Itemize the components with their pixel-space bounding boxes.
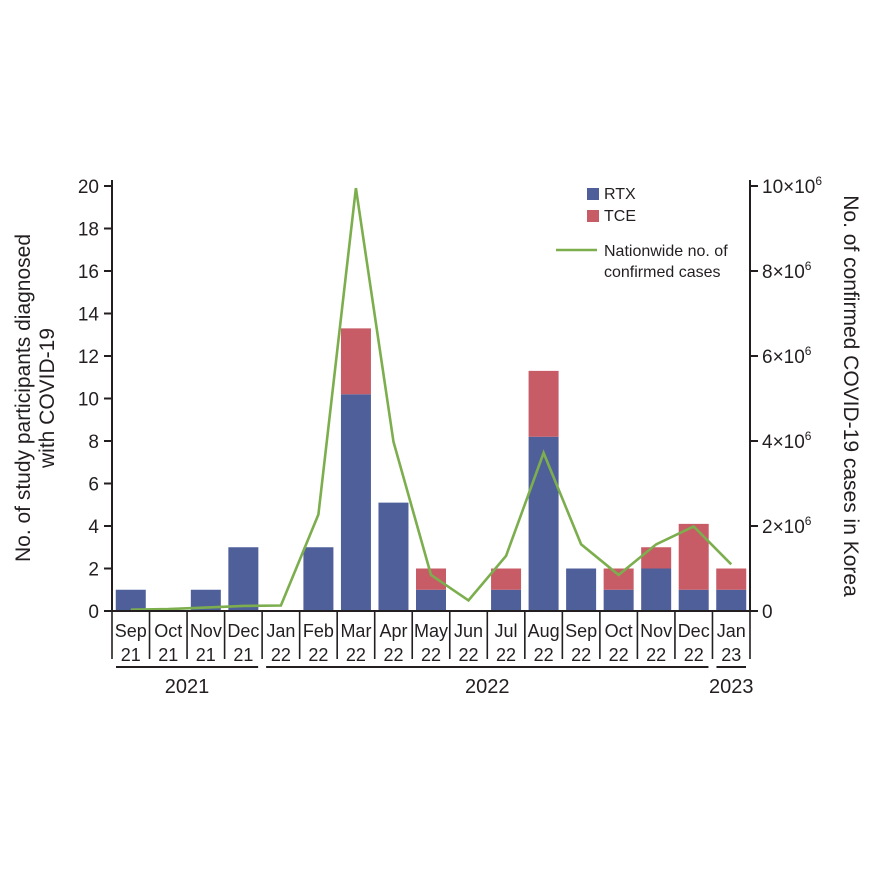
bar-tce-16: [716, 568, 747, 590]
month-label-15: Dec: [678, 621, 710, 641]
bar-rtx-6: [340, 394, 371, 611]
year-short-label-2: 21: [196, 645, 216, 665]
month-label-7: Apr: [379, 621, 407, 641]
bar-rtx-0: [115, 589, 146, 611]
bar-tce-14: [641, 547, 672, 569]
bar-tce-6: [340, 328, 371, 395]
bar-rtx-2: [190, 589, 221, 611]
year-short-label-3: 21: [233, 645, 253, 665]
year-label-2022: 2022: [465, 676, 510, 698]
year-short-label-16: 23: [721, 645, 741, 665]
left-tick-label-10: 10: [78, 390, 99, 411]
right-axis-title: No. of confirmed COVID-19 cases in Korea: [839, 195, 862, 597]
plot-area: 0 2 4 6 8 10 12 14 16 18 20 0 2×106 4×106 6×106 8×106 10…: [12, 174, 862, 698]
bar-rtx-3: [228, 547, 259, 611]
left-tick-label-20: 20: [78, 177, 99, 198]
year-short-label-1: 21: [158, 645, 178, 665]
right-tick-label-3: 6×106: [762, 344, 812, 368]
bar-rtx-11: [528, 436, 559, 611]
right-tick-label-1: 2×106: [762, 514, 812, 538]
month-label-3: Dec: [227, 621, 259, 641]
year-short-label-14: 22: [646, 645, 666, 665]
year-short-label-5: 22: [308, 645, 328, 665]
year-short-label-11: 22: [534, 645, 554, 665]
bar-tce-10: [491, 568, 522, 590]
bar-rtx-14: [641, 568, 672, 611]
left-tick-label-12: 12: [78, 347, 99, 368]
bar-rtx-12: [566, 568, 597, 611]
month-label-11: Aug: [528, 621, 560, 641]
left-tick-label-0: 0: [88, 602, 99, 623]
year-short-label-6: 22: [346, 645, 366, 665]
year-short-label-9: 22: [459, 645, 479, 665]
month-label-5: Feb: [303, 621, 334, 641]
legend-label-rtx: RTX: [604, 186, 636, 203]
bar-rtx-13: [603, 589, 634, 611]
right-tick-label-0: 0: [762, 602, 773, 623]
legend-label-line-0: Nationwide no. of: [604, 243, 728, 260]
bar-rtx-8: [416, 589, 446, 611]
bar-rtx-16: [716, 589, 747, 611]
year-short-label-10: 22: [496, 645, 516, 665]
right-tick-label-5: 10×106: [762, 174, 822, 198]
year-short-label-7: 22: [383, 645, 403, 665]
bar-tce-8: [416, 568, 446, 590]
bar-rtx-7: [378, 502, 409, 611]
legend-swatch-tce: [587, 210, 599, 222]
year-label-2023: 2023: [709, 676, 754, 698]
bar-tce-15: [678, 523, 709, 590]
month-label-2: Nov: [190, 621, 222, 641]
left-tick-label-2: 2: [88, 560, 99, 581]
month-label-16: Jan: [717, 621, 746, 641]
right-tick-label-4: 8×106: [762, 259, 812, 283]
year-short-label-12: 22: [571, 645, 591, 665]
left-tick-label-18: 18: [78, 220, 99, 241]
legend-label-tce: TCE: [604, 208, 636, 225]
legend-swatch-rtx: [587, 188, 599, 200]
year-short-label-0: 21: [121, 645, 141, 665]
year-short-label-15: 22: [684, 645, 704, 665]
left-tick-label-14: 14: [78, 305, 100, 326]
year-label-2021: 2021: [165, 676, 210, 698]
month-label-1: Oct: [154, 621, 182, 641]
month-label-13: Oct: [605, 621, 633, 641]
legend-label-line-1: confirmed cases: [604, 264, 721, 281]
left-tick-label-4: 4: [88, 517, 99, 538]
bar-rtx-10: [491, 589, 522, 611]
month-label-4: Jan: [266, 621, 295, 641]
year-short-label-13: 22: [609, 645, 629, 665]
month-label-10: Jul: [495, 621, 518, 641]
left-tick-label-6: 6: [88, 475, 99, 496]
year-short-label-4: 22: [271, 645, 291, 665]
month-label-0: Sep: [115, 621, 147, 641]
left-axis-title: No. of study participants diagnosedwith …: [12, 234, 59, 562]
bar-tce-11: [528, 370, 559, 437]
left-tick-label-8: 8: [88, 432, 99, 453]
right-tick-label-2: 4×106: [762, 429, 812, 453]
nationwide-cases-line: [130, 187, 733, 611]
bar-rtx-5: [303, 547, 334, 611]
year-short-label-8: 22: [421, 645, 441, 665]
month-label-6: Mar: [340, 621, 371, 641]
bar-rtx-15: [678, 589, 709, 611]
bar-tce-13: [603, 568, 634, 590]
left-tick-label-16: 16: [78, 262, 99, 283]
month-label-9: Jun: [454, 621, 483, 641]
month-label-12: Sep: [565, 621, 597, 641]
month-label-8: May: [414, 621, 448, 641]
month-label-14: Nov: [640, 621, 672, 641]
